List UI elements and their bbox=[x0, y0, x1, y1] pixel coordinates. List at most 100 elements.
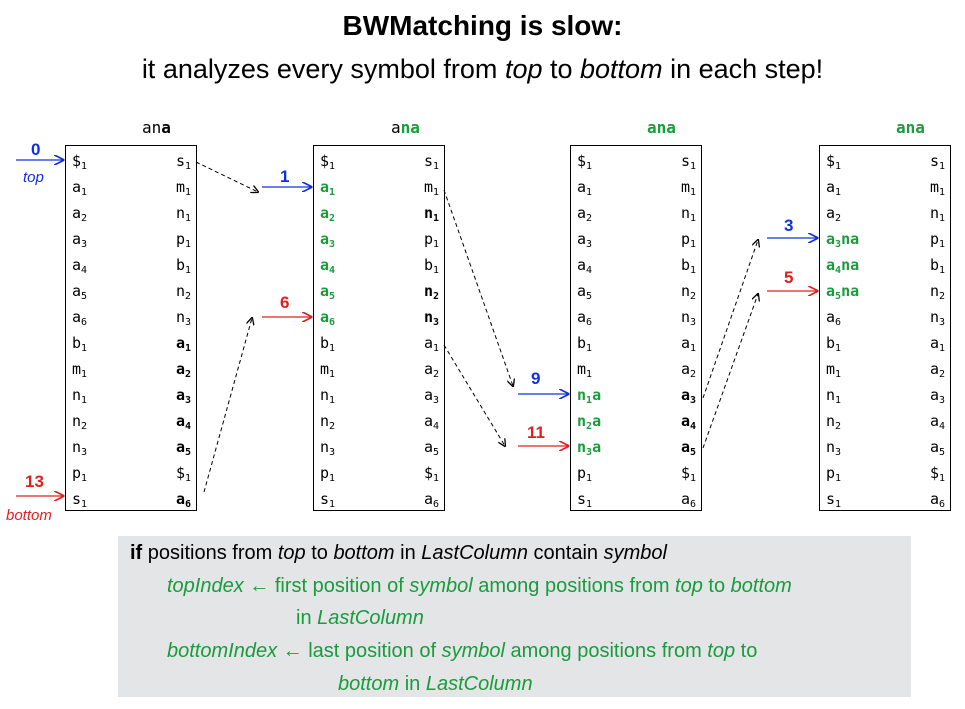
bwt-table-step-1: $1 s1 a1 m1 a2 n1 a3 p1 a4 b1 a5 n2 a6 n3 b1 a1 m1 a2 n1 a3… bbox=[65, 145, 197, 511]
first-column-cell: p1 bbox=[826, 464, 842, 484]
table-row: $1 s1 bbox=[66, 148, 196, 174]
lf-arrow bbox=[203, 318, 252, 493]
last-column-cell: b1 bbox=[175, 256, 191, 276]
table-row: a5 n2 bbox=[66, 278, 196, 304]
top-label: top bbox=[23, 169, 44, 186]
last-column-cell: n3 bbox=[929, 308, 945, 328]
first-column-cell: $1 bbox=[72, 152, 88, 172]
slide-title: BWMatching is slow: bbox=[342, 10, 623, 41]
last-column-cell: n1 bbox=[929, 204, 945, 224]
last-column-cell: n1 bbox=[423, 204, 439, 224]
table-row: a3 p1 bbox=[66, 226, 196, 252]
first-column-cell: n2 bbox=[826, 412, 842, 432]
table-row: s1 a6 bbox=[820, 486, 950, 512]
first-column-cell: $1 bbox=[826, 152, 842, 172]
last-column-cell: a2 bbox=[423, 360, 439, 380]
first-column-cell: b1 bbox=[72, 334, 88, 354]
table-header-4: ana bbox=[896, 118, 925, 137]
first-column-cell: p1 bbox=[320, 464, 336, 484]
first-column-cell: s1 bbox=[577, 490, 593, 510]
table-header-3: ana bbox=[647, 118, 676, 137]
first-column-cell: s1 bbox=[72, 490, 88, 510]
pseudocode-line-3: in LastColumn bbox=[296, 607, 424, 629]
pseudocode-line-2: topIndex ← first position of symbol amon… bbox=[167, 575, 792, 597]
last-column-cell: $1 bbox=[423, 464, 439, 484]
table-row: a1 m1 bbox=[571, 174, 701, 200]
table-row: p1 $1 bbox=[820, 460, 950, 486]
table-row: b1 a1 bbox=[571, 330, 701, 356]
first-column-cell: a4 bbox=[320, 256, 336, 276]
first-column-cell: a3 bbox=[577, 230, 593, 250]
last-column-cell: a6 bbox=[423, 490, 439, 510]
first-column-cell: m1 bbox=[826, 360, 842, 380]
table-row: a6 n3 bbox=[571, 304, 701, 330]
first-column-cell: n1 bbox=[320, 386, 336, 406]
last-column-cell: s1 bbox=[929, 152, 945, 172]
table-row: s1 a6 bbox=[314, 486, 444, 512]
last-column-cell: m1 bbox=[423, 178, 439, 198]
bottom-index-4: 5 bbox=[784, 268, 794, 287]
table-row: a2 n1 bbox=[571, 200, 701, 226]
first-column-cell: n2 bbox=[72, 412, 88, 432]
table-row: n2 a4 bbox=[820, 408, 950, 434]
table-row: b1 a1 bbox=[820, 330, 950, 356]
last-column-cell: n1 bbox=[680, 204, 696, 224]
table-row: $1 s1 bbox=[314, 148, 444, 174]
table-row: n3a a5 bbox=[571, 434, 701, 460]
last-column-cell: a4 bbox=[680, 412, 696, 432]
bottom-index-1: 13 bbox=[25, 472, 44, 491]
table-row: n2a a4 bbox=[571, 408, 701, 434]
first-column-cell: n3 bbox=[320, 438, 336, 458]
table-header-1: ana bbox=[142, 118, 171, 137]
first-column-cell: a6 bbox=[577, 308, 593, 328]
last-column-cell: s1 bbox=[423, 152, 439, 172]
first-column-cell: b1 bbox=[826, 334, 842, 354]
bottom-index-2: 6 bbox=[280, 293, 290, 312]
first-column-cell: p1 bbox=[72, 464, 88, 484]
table-row: a6 n3 bbox=[820, 304, 950, 330]
first-column-cell: s1 bbox=[320, 490, 336, 510]
first-column-cell: a1 bbox=[72, 178, 88, 198]
last-column-cell: $1 bbox=[929, 464, 945, 484]
first-column-cell: a5 bbox=[577, 282, 593, 302]
table-row: a6 n3 bbox=[314, 304, 444, 330]
first-column-cell: n2 bbox=[320, 412, 336, 432]
table-row: a4na b1 bbox=[820, 252, 950, 278]
last-column-cell: a1 bbox=[680, 334, 696, 354]
table-row: a2 n1 bbox=[314, 200, 444, 226]
last-column-cell: a5 bbox=[423, 438, 439, 458]
first-column-cell: s1 bbox=[826, 490, 842, 510]
first-column-cell: a3 bbox=[72, 230, 88, 250]
top-index-3: 9 bbox=[531, 369, 541, 388]
table-row: p1 $1 bbox=[571, 460, 701, 486]
table-row: s1 a6 bbox=[66, 486, 196, 512]
first-column-cell: a4na bbox=[826, 256, 860, 276]
first-column-cell: n3 bbox=[826, 438, 842, 458]
last-column-cell: a3 bbox=[929, 386, 945, 406]
table-header-2: ana bbox=[391, 118, 420, 137]
last-column-cell: n2 bbox=[175, 282, 191, 302]
first-column-cell: a6 bbox=[320, 308, 336, 328]
lf-arrow bbox=[702, 240, 758, 399]
last-column-cell: a5 bbox=[175, 438, 191, 458]
last-column-cell: $1 bbox=[175, 464, 191, 484]
table-row: m1 a2 bbox=[66, 356, 196, 382]
last-column-cell: a3 bbox=[680, 386, 696, 406]
table-row: n2 a4 bbox=[66, 408, 196, 434]
table-row: a1 m1 bbox=[66, 174, 196, 200]
top-index-4: 3 bbox=[784, 216, 794, 235]
first-column-cell: $1 bbox=[320, 152, 336, 172]
last-column-cell: a4 bbox=[929, 412, 945, 432]
last-column-cell: p1 bbox=[680, 230, 696, 250]
last-column-cell: $1 bbox=[680, 464, 696, 484]
table-row: b1 a1 bbox=[314, 330, 444, 356]
table-row: a5 n2 bbox=[571, 278, 701, 304]
lf-arrow bbox=[443, 344, 505, 446]
last-column-cell: n2 bbox=[423, 282, 439, 302]
table-row: b1 a1 bbox=[66, 330, 196, 356]
first-column-cell: n2a bbox=[577, 412, 602, 432]
last-column-cell: p1 bbox=[929, 230, 945, 250]
last-column-cell: m1 bbox=[680, 178, 696, 198]
first-column-cell: a1 bbox=[577, 178, 593, 198]
last-column-cell: a3 bbox=[175, 386, 191, 406]
